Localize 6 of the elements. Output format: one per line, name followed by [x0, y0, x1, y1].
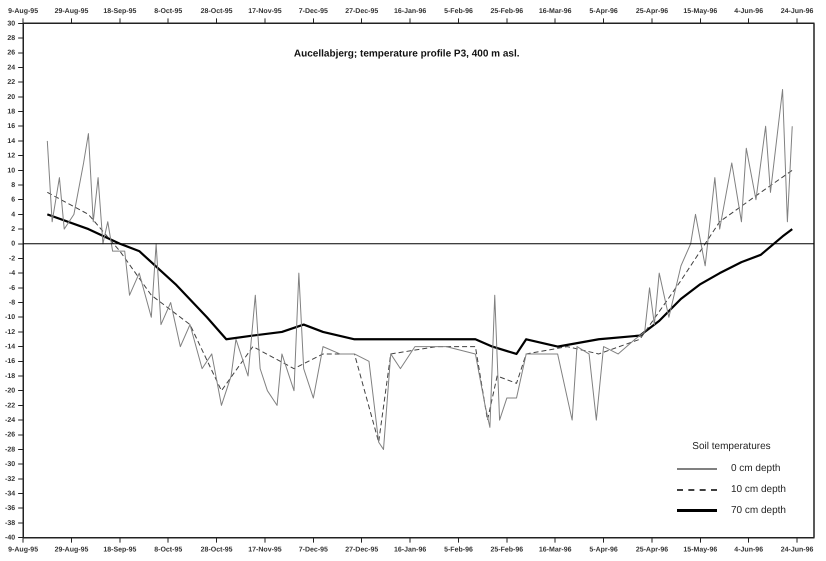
legend-title: Soil temperatures — [691, 441, 772, 452]
text: Aucellabjerg; temperature profile P3, 400 m asl. — [294, 48, 520, 60]
legend-label: 70 cm depth — [730, 505, 786, 516]
legend-label: 0 cm depth — [730, 463, 780, 474]
line-series — [46, 170, 793, 443]
legend-label: 10 cm depth — [730, 484, 786, 495]
